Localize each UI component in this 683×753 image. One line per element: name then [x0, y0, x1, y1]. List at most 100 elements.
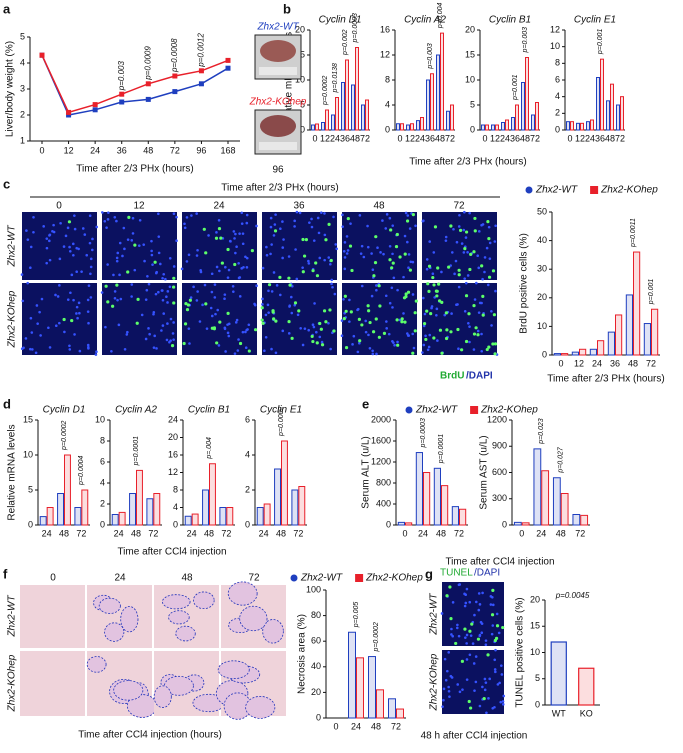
nucleus — [245, 266, 249, 269]
stained-cell — [469, 252, 473, 256]
bar — [405, 522, 413, 526]
nucleus — [123, 348, 127, 351]
bar — [39, 516, 47, 526]
x-axis-label: Time after 2/3 PHx (hours) — [76, 164, 193, 175]
nucleus — [307, 328, 311, 332]
nucleus — [298, 211, 302, 215]
stained-cell — [183, 322, 188, 326]
nucleus — [238, 295, 242, 298]
nucleus — [270, 243, 273, 246]
bar — [256, 507, 264, 526]
stained-cell — [185, 308, 190, 312]
nucleus — [281, 256, 284, 260]
bar — [481, 124, 485, 131]
line-series — [41, 54, 229, 114]
stained-cell — [472, 304, 476, 308]
y-tick-label: 300 — [492, 493, 507, 503]
stained-cell — [470, 622, 474, 626]
point — [172, 89, 178, 95]
nucleus — [234, 251, 237, 255]
y-tick-label: 0 — [555, 124, 560, 134]
point — [145, 96, 151, 102]
nucleus — [366, 245, 370, 249]
nucleus — [144, 298, 148, 301]
nucleus — [480, 631, 484, 635]
nucleus — [340, 334, 344, 338]
nucleus — [56, 295, 60, 298]
necrosis-outline — [168, 610, 190, 625]
stained-cell — [318, 321, 322, 326]
nucleus — [214, 312, 217, 316]
nucleus — [100, 291, 104, 294]
stained-cell — [432, 283, 436, 287]
bar — [615, 314, 623, 356]
stained-cell — [371, 330, 376, 334]
bar — [610, 83, 614, 131]
nucleus — [152, 346, 156, 349]
nucleus — [64, 234, 68, 238]
nucleus — [296, 313, 300, 317]
y-tick-label: 40 — [311, 661, 321, 671]
stained-cell — [444, 336, 449, 341]
nucleus — [368, 347, 372, 350]
micrograph — [342, 283, 417, 355]
y-tick-label: 0 — [100, 519, 105, 529]
nucleus — [477, 311, 481, 314]
legend-label: Zhx2-KOhep — [600, 185, 658, 196]
nucleus — [75, 305, 79, 309]
nucleus — [323, 212, 326, 215]
nucleus — [264, 336, 268, 339]
x-tick-label: 12 — [64, 145, 74, 155]
nucleus — [213, 283, 217, 286]
nucleus — [348, 298, 351, 302]
stained-cell — [463, 627, 467, 631]
x-tick-label: 72 — [575, 528, 585, 538]
y-tick-label: 1200 — [487, 414, 507, 424]
nucleus — [130, 283, 134, 286]
nucleus — [428, 333, 432, 337]
nucleus — [26, 281, 30, 285]
nucleus — [281, 246, 285, 249]
nucleus — [340, 319, 344, 322]
nucleus — [261, 266, 265, 270]
nucleus — [237, 338, 240, 341]
x-tick-label: 24 — [259, 528, 269, 538]
bar — [415, 452, 423, 526]
nucleus — [148, 332, 151, 336]
nucleus — [25, 229, 28, 232]
nucleus — [104, 325, 107, 329]
nucleus — [195, 212, 198, 215]
p-value: p=.004 — [206, 437, 213, 460]
y-tick-label: 0 — [316, 712, 321, 722]
bar — [153, 493, 161, 526]
panel-header: Time after 2/3 PHx (hours) — [221, 183, 338, 194]
point — [119, 91, 125, 97]
nucleus — [458, 583, 462, 586]
stained-cell — [469, 706, 473, 710]
stained-cell — [302, 254, 307, 258]
nucleus — [105, 226, 108, 229]
nucleus — [331, 285, 334, 289]
nucleus — [426, 348, 430, 352]
nucleus — [265, 253, 269, 257]
nucleus — [478, 301, 482, 305]
y-tick-label: 8 — [555, 58, 560, 68]
nucleus — [143, 259, 146, 263]
nucleus — [119, 297, 123, 301]
nucleus — [45, 261, 48, 265]
nucleus — [310, 217, 313, 221]
y-tick-label: 20 — [537, 292, 547, 302]
stained-cell — [454, 641, 458, 646]
nucleus — [289, 295, 293, 299]
stained-cell — [366, 304, 370, 308]
nucleus — [488, 257, 492, 260]
nucleus — [264, 313, 268, 317]
x-axis-label: Time after 2/3 PHx (hours) — [409, 157, 526, 168]
nucleus — [155, 347, 158, 350]
nucleus — [483, 270, 486, 274]
stained-cell — [310, 334, 314, 339]
x-tick-label: 0 — [402, 528, 407, 538]
nucleus — [465, 633, 469, 637]
nucleus — [356, 350, 360, 354]
